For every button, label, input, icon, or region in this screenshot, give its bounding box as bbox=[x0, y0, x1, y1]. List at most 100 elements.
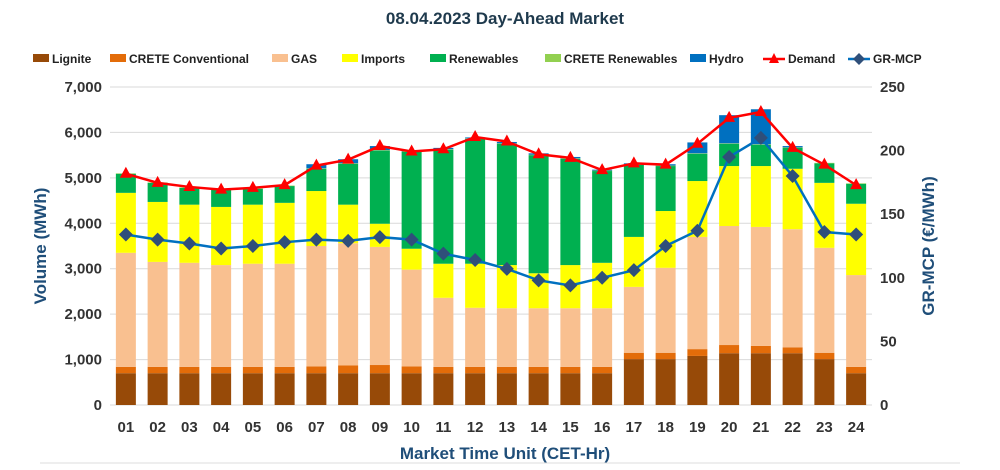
x-tick-label: 09 bbox=[372, 419, 389, 436]
bar-lignite bbox=[433, 373, 454, 405]
bar-imports bbox=[179, 204, 200, 263]
bar-renewables bbox=[655, 166, 676, 212]
legend-label-crete-conventional: CRETE Conventional bbox=[129, 52, 249, 66]
x-tick-label: 20 bbox=[721, 419, 738, 436]
bar-imports bbox=[274, 202, 295, 264]
bar-gas bbox=[433, 297, 454, 367]
legend-label-crete-renewables: CRETE Renewables bbox=[564, 52, 678, 66]
bar-lignite bbox=[750, 353, 771, 405]
bars bbox=[115, 109, 867, 405]
bar-crete-conventional bbox=[179, 366, 200, 374]
gr-mcp-point bbox=[563, 278, 578, 293]
x-axis: 01 02 03 04 05 06 07 08 09 10 11 12 13 14 15 16 17 18 19 20… bbox=[118, 419, 866, 436]
demand-point bbox=[564, 150, 577, 162]
demand-point bbox=[183, 179, 196, 191]
demand-point bbox=[723, 110, 736, 122]
x-tick-label: 04 bbox=[213, 419, 230, 436]
bar-renewables bbox=[242, 188, 263, 205]
bar-renewables bbox=[115, 173, 136, 193]
bar-imports bbox=[623, 236, 644, 287]
demand-point bbox=[786, 140, 799, 152]
demand-point bbox=[596, 163, 609, 175]
bar-renewables bbox=[592, 171, 613, 263]
y2-axis-title: GR-MCP (€/MWh) bbox=[919, 176, 938, 315]
legend-marker-demand bbox=[769, 53, 779, 63]
legend-label-demand: Demand bbox=[788, 52, 835, 66]
gr-mcp-line bbox=[125, 136, 857, 287]
bar-gas bbox=[401, 269, 422, 367]
gr-mcp-point bbox=[849, 227, 864, 242]
gr-mcp-point bbox=[722, 149, 737, 164]
lines bbox=[118, 104, 864, 293]
gr-mcp-point bbox=[595, 270, 610, 285]
y2-tick-label: 150 bbox=[880, 206, 905, 223]
bar-imports bbox=[687, 181, 708, 237]
bar-lignite bbox=[782, 353, 803, 405]
legend-label-hydro: Hydro bbox=[709, 52, 744, 66]
bar-lignite bbox=[592, 373, 613, 405]
bar-crete-conventional bbox=[306, 366, 327, 374]
x-tick-label: 13 bbox=[499, 419, 516, 436]
bar-gas bbox=[306, 246, 327, 367]
x-tick-label: 08 bbox=[340, 419, 357, 436]
bar-lignite bbox=[211, 373, 232, 405]
y-tick-label: 1,000 bbox=[64, 352, 102, 369]
bar-crete-conventional bbox=[369, 365, 390, 374]
bar-lignite bbox=[401, 373, 422, 405]
demand-point bbox=[850, 178, 863, 190]
demand-point bbox=[627, 156, 640, 168]
demand-point bbox=[754, 104, 767, 116]
gr-mcp-point bbox=[753, 130, 768, 145]
bar-crete-conventional bbox=[560, 366, 581, 374]
demand-point bbox=[342, 152, 355, 164]
bar-renewables bbox=[687, 153, 708, 182]
x-tick-label: 22 bbox=[784, 419, 801, 436]
bar-crete-conventional bbox=[750, 345, 771, 354]
bar-renewables bbox=[306, 168, 327, 192]
bar-crete-conventional bbox=[433, 366, 454, 374]
demand-line bbox=[125, 110, 857, 191]
bar-renewables bbox=[401, 151, 422, 249]
gr-mcp-point bbox=[214, 241, 229, 256]
gr-mcp-point bbox=[436, 246, 451, 261]
y-tick-label: 0 bbox=[94, 397, 102, 414]
bar-crete-renewables bbox=[687, 153, 708, 154]
bar-crete-conventional bbox=[592, 366, 613, 374]
gr-mcp-point bbox=[341, 233, 356, 248]
bar-crete-renewables bbox=[369, 150, 390, 151]
gr-mcp-point bbox=[626, 263, 641, 278]
bar-crete-conventional bbox=[338, 365, 359, 374]
x-tick-label: 15 bbox=[562, 419, 579, 436]
bar-crete-conventional bbox=[623, 352, 644, 360]
bar-lignite bbox=[623, 359, 644, 405]
gr-mcp-point bbox=[150, 232, 165, 247]
bar-lignite bbox=[719, 353, 740, 405]
bar-crete-conventional bbox=[655, 352, 676, 360]
bar-gas bbox=[242, 263, 263, 367]
y-tick-label: 2,000 bbox=[64, 306, 102, 323]
bar-renewables bbox=[560, 158, 581, 266]
bar-lignite bbox=[560, 373, 581, 405]
y2-tick-label: 100 bbox=[880, 270, 905, 287]
gr-mcp-point bbox=[690, 223, 705, 238]
bar-renewables bbox=[433, 149, 454, 264]
demand-point bbox=[691, 136, 704, 148]
bar-lignite bbox=[814, 359, 835, 405]
bar-gas bbox=[655, 267, 676, 353]
legend-label-gr-mcp: GR-MCP bbox=[873, 52, 922, 66]
x-axis-title: Market Time Unit (CET-Hr) bbox=[400, 444, 610, 463]
bar-imports bbox=[465, 263, 486, 308]
gr-mcp-point bbox=[277, 235, 292, 250]
bar-lignite bbox=[242, 373, 263, 405]
gr-mcp-point bbox=[658, 239, 673, 253]
gr-mcp-point bbox=[309, 232, 324, 247]
bar-imports bbox=[592, 262, 613, 309]
bar-lignite bbox=[846, 373, 867, 405]
bar-crete-conventional bbox=[687, 349, 708, 356]
gr-mcp-point bbox=[499, 261, 514, 276]
bar-imports bbox=[750, 166, 771, 227]
demand-point bbox=[119, 166, 132, 178]
bar-gas bbox=[496, 308, 517, 367]
x-tick-label: 16 bbox=[594, 419, 611, 436]
